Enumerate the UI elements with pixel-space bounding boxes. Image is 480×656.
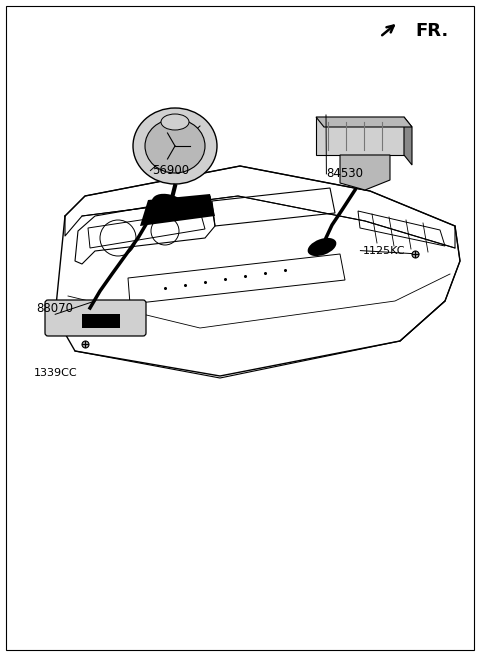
Polygon shape [316,117,412,127]
Ellipse shape [152,194,188,218]
Polygon shape [340,155,390,190]
Text: 84530: 84530 [326,167,363,180]
Ellipse shape [133,108,217,184]
Text: 56900: 56900 [152,164,189,177]
Ellipse shape [161,114,189,130]
Ellipse shape [308,238,336,256]
Bar [82,314,120,328]
Text: 1125KC: 1125KC [362,245,405,256]
Text: 1339CC: 1339CC [34,367,77,378]
Text: FR.: FR. [415,22,448,40]
Ellipse shape [145,119,205,173]
Polygon shape [140,194,215,226]
Polygon shape [316,117,404,155]
FancyBboxPatch shape [45,300,146,336]
Polygon shape [404,117,412,165]
Text: 88070: 88070 [36,302,74,315]
